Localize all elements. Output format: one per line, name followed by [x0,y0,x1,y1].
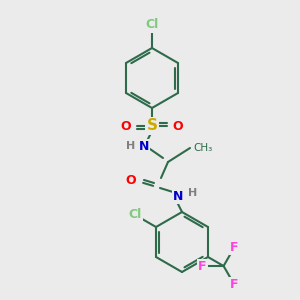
Text: CH₃: CH₃ [193,143,212,153]
Text: Cl: Cl [129,208,142,221]
Text: N: N [139,140,149,152]
Text: F: F [230,241,238,254]
Text: O: O [173,119,183,133]
Text: N: N [173,190,183,202]
Text: Cl: Cl [146,19,159,32]
Text: O: O [126,173,136,187]
Text: F: F [230,278,238,291]
Text: F: F [198,260,207,272]
Text: H: H [188,188,198,198]
Text: H: H [126,141,136,151]
Text: O: O [121,119,131,133]
Text: S: S [146,118,158,134]
